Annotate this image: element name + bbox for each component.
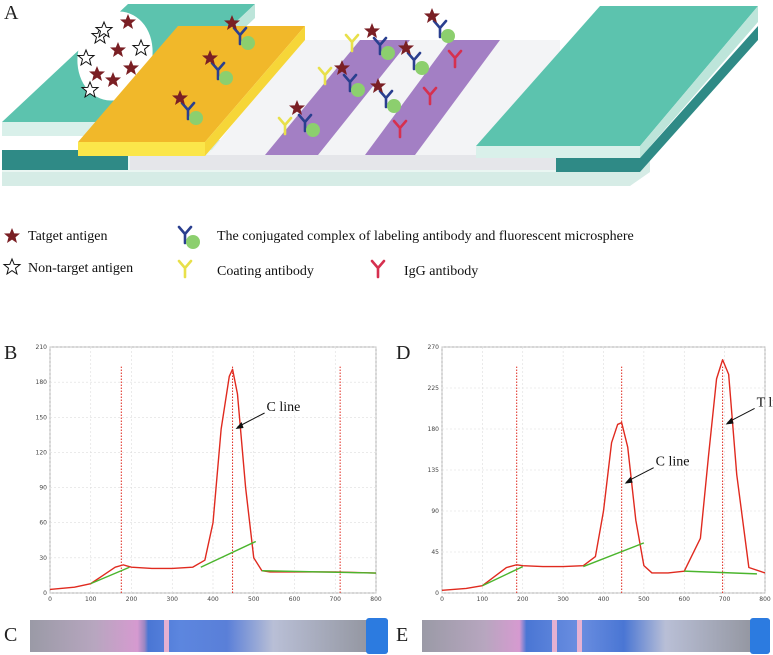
baseline-line (261, 570, 377, 574)
strip-photo-c (30, 618, 388, 654)
x-tick-label: 100 (85, 596, 97, 603)
legend-igg-label: IgG antibody (404, 264, 479, 279)
signal-line (441, 359, 766, 591)
x-tick-label: 300 (167, 596, 179, 603)
legend-target-label: Tatget antigen (28, 229, 108, 244)
legend-nontarget-label: Non-target antigen (28, 261, 134, 276)
absorbent-pad (476, 6, 758, 172)
y-tick-label: 30 (39, 555, 47, 562)
panel-label-a: A (4, 2, 19, 24)
y-tick-label: 90 (39, 485, 47, 492)
y-tick-label: 45 (431, 549, 439, 556)
test-line-complexes (277, 23, 395, 137)
x-tick-label: 0 (440, 596, 444, 603)
panel-label-c: C (4, 624, 18, 646)
test-line-purple (265, 40, 410, 155)
x-tick-label: 400 (207, 596, 219, 603)
legend-conjugate-icon (177, 225, 200, 249)
y-tick-label: 150 (36, 414, 48, 421)
x-tick-label: 200 (517, 596, 529, 603)
y-tick-label: 180 (36, 379, 48, 386)
panel-label-d: D (396, 342, 411, 364)
x-tick-label: 600 (289, 596, 301, 603)
x-tick-label: 800 (759, 596, 771, 603)
baseline-line (684, 570, 757, 575)
x-tick-label: 400 (598, 596, 610, 603)
annotation-label: C line (267, 400, 301, 415)
baseline-line (583, 542, 645, 568)
x-tick-label: 500 (638, 596, 650, 603)
x-tick-label: 700 (719, 596, 731, 603)
annotation-arrowhead (235, 422, 244, 429)
y-tick-label: 90 (431, 508, 439, 515)
y-tick-label: 270 (428, 344, 440, 351)
x-tick-label: 600 (679, 596, 691, 603)
annotation-arrowhead (624, 476, 633, 484)
panel-label-b: B (4, 342, 18, 364)
y-tick-label: 210 (36, 344, 48, 351)
x-tick-label: 300 (557, 596, 569, 603)
y-tick-label: 0 (43, 590, 47, 597)
x-tick-label: 200 (126, 596, 138, 603)
legend-conjugate-label: The conjugated complex of labeling antib… (217, 229, 634, 244)
y-tick-label: 180 (428, 426, 440, 433)
strip-photo-e (422, 618, 770, 654)
x-tick-label: 100 (477, 596, 489, 603)
legend-icons (3, 225, 386, 279)
y-tick-label: 60 (39, 520, 47, 527)
panel-label-e: E (396, 624, 409, 646)
strip-schematic (2, 4, 758, 186)
baseline-line (482, 565, 524, 587)
baseline-line (200, 540, 257, 568)
y-tick-label: 120 (36, 449, 48, 456)
control-line-complexes (370, 8, 463, 139)
baseline-line (90, 566, 130, 585)
annotation-label: C line (656, 455, 690, 470)
y-tick-label: 135 (428, 467, 440, 474)
x-tick-label: 0 (48, 596, 52, 603)
legend-coating-label: Coating antibody (217, 264, 314, 279)
x-tick-label: 500 (248, 596, 260, 603)
y-tick-label: 225 (428, 385, 440, 392)
annotation-arrowhead (725, 417, 734, 425)
annotation-label: T line (757, 395, 773, 410)
x-tick-label: 700 (330, 596, 342, 603)
conjugate-complexes (172, 15, 255, 125)
conjugate-pad (78, 26, 305, 156)
y-tick-label: 0 (435, 590, 439, 597)
x-tick-label: 800 (370, 596, 382, 603)
